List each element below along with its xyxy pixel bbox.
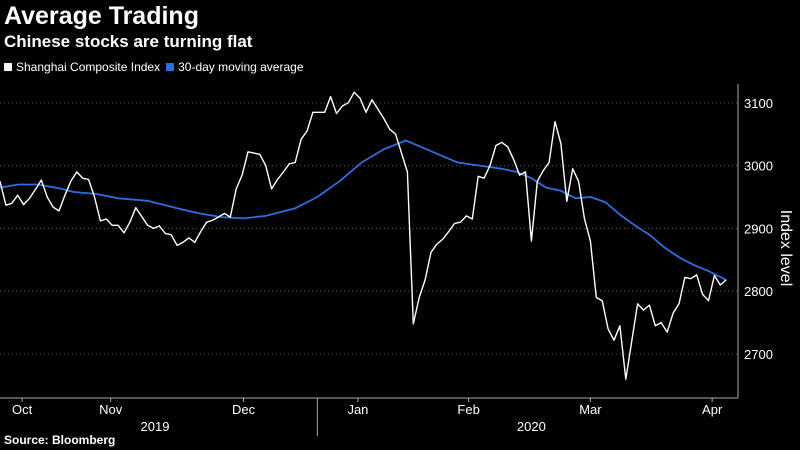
legend-swatch-index — [4, 63, 12, 71]
y-tick-label: 2700 — [744, 347, 773, 362]
axes — [0, 84, 739, 436]
tick-labels: 2700 2800 2900 3000 3100 Oct Nov Dec Jan Feb Mar Ap… — [12, 96, 773, 434]
y-tick-label: 3100 — [744, 96, 773, 111]
series-lines — [0, 91, 727, 380]
legend-item-ma: 30-day moving average — [166, 60, 304, 74]
legend-swatch-ma — [166, 63, 175, 71]
legend-label-ma: 30-day moving average — [178, 60, 304, 74]
legend-item-index: Shanghai Composite Index — [4, 60, 160, 74]
series-line-shanghai-composite — [0, 91, 727, 380]
y-tick-label: 3000 — [744, 159, 773, 174]
legend-label-index: Shanghai Composite Index — [16, 60, 161, 74]
x-tick-label: Feb — [457, 402, 479, 417]
x-tick-label: Dec — [232, 402, 256, 417]
x-tick-label: Mar — [579, 402, 602, 417]
year-label: 2020 — [517, 419, 546, 434]
chart-subtitle: Chinese stocks are turning flat — [4, 32, 253, 51]
x-tick-label: Nov — [99, 402, 123, 417]
y-tick-label: 2900 — [744, 221, 773, 236]
x-tick-label: Apr — [702, 402, 723, 417]
y-axis-label: Index level — [777, 210, 794, 287]
series-line-30-day-ma — [0, 139, 727, 281]
x-tick-label: Jan — [347, 402, 368, 417]
x-tick-label: Oct — [12, 402, 33, 417]
source-note: Source: Bloomberg — [4, 433, 116, 447]
chart-title: Average Trading — [4, 2, 199, 30]
legend: Shanghai Composite Index 30-day moving a… — [4, 60, 310, 74]
grid — [0, 102, 738, 355]
y-tick-label: 2800 — [744, 284, 773, 299]
year-label: 2019 — [141, 419, 170, 434]
